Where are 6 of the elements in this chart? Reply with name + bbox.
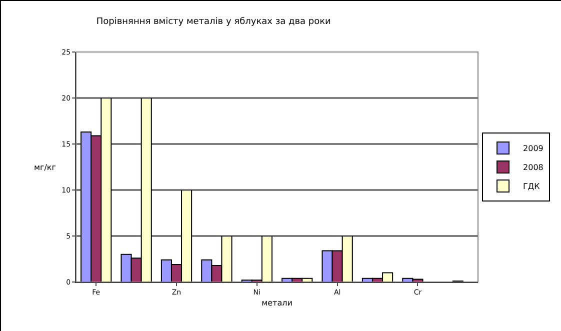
chart-title: Порівняння вмісту металів у яблуках за два роки (96, 16, 332, 27)
x-axis-title: метали (262, 298, 292, 308)
legend-label: 2009 (523, 144, 544, 154)
legend-label: ГДК (523, 182, 540, 192)
y-axis-title: мг/кг (34, 163, 56, 172)
legend-label: 2008 (523, 163, 544, 172)
